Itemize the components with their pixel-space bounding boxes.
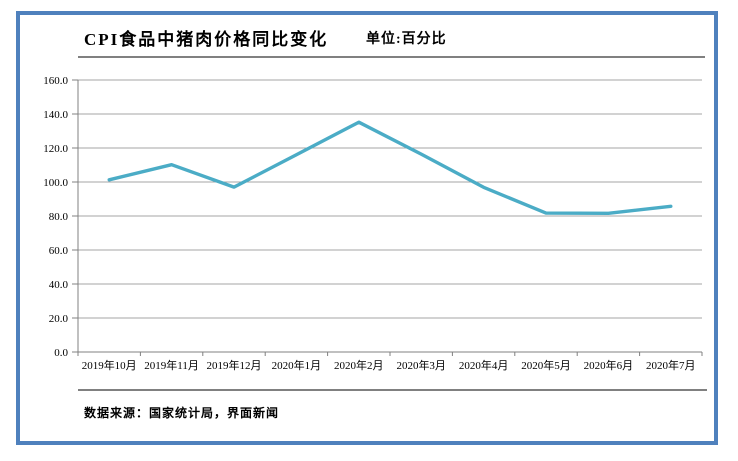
x-tick-label: 2020年7月 (646, 358, 696, 372)
y-tick-label: 20.0 (49, 313, 69, 325)
title-separator-line (78, 56, 705, 58)
x-tick-label: 2019年11月 (144, 358, 199, 372)
x-tick-label: 2020年6月 (584, 358, 634, 372)
x-tick-label: 2019年12月 (207, 358, 262, 372)
y-tick-label: 0.0 (54, 347, 68, 359)
x-tick-label: 2020年4月 (459, 358, 509, 372)
x-tick-label: 2020年2月 (334, 358, 384, 372)
footer-separator-line (78, 389, 707, 391)
y-tick-label: 40.0 (49, 279, 69, 291)
chart-title: CPI食品中猪肉价格同比变化 (84, 30, 329, 49)
x-tick-label: 2019年10月 (82, 358, 137, 372)
chart-frame (16, 11, 718, 445)
y-tick-label: 140.0 (43, 109, 68, 121)
y-tick-label: 80.0 (49, 211, 69, 223)
data-source-note: 数据来源：国家统计局，界面新闻 (84, 406, 280, 420)
y-tick-label: 100.0 (43, 177, 68, 189)
y-tick-label: 60.0 (49, 245, 69, 257)
x-tick-label: 2020年5月 (521, 358, 571, 372)
data-line (107, 120, 673, 216)
unit-label: 单位:百分比 (366, 32, 447, 47)
x-tick-label: 2020年1月 (272, 358, 322, 372)
y-tick-label: 160.0 (43, 75, 68, 87)
x-tick-label: 2020年3月 (396, 358, 446, 372)
y-tick-label: 120.0 (43, 143, 68, 155)
